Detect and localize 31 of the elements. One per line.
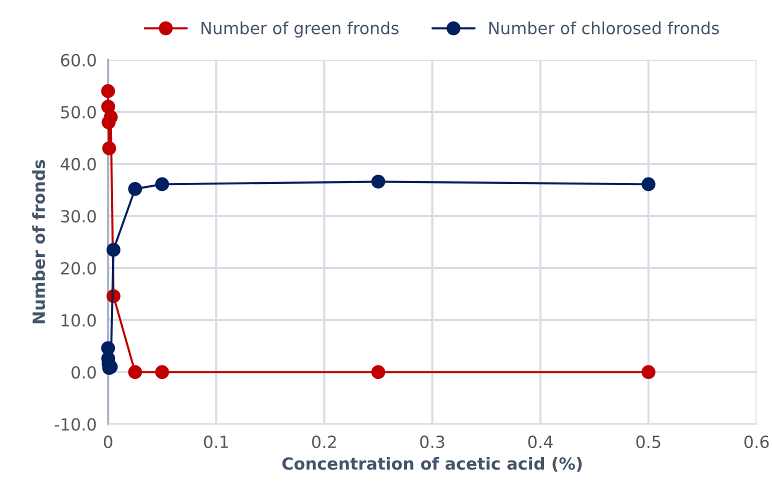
point [128,365,142,380]
y-tick-label: 40.0 [60,158,96,171]
point [642,365,656,380]
point [102,141,116,156]
y-axis-title: Number of fronds [32,160,46,324]
legend-label: Number of chlorosed fronds [489,21,719,34]
point [371,174,386,189]
point [106,242,120,257]
y-tick-label: 20.0 [61,262,96,275]
x-tick-label: 0.4 [528,436,553,448]
point [642,177,656,192]
y-tick-label: 0.0 [72,366,96,379]
x-tick-label: 0.3 [420,436,444,448]
x-tick-label: 0.2 [312,436,336,448]
x-axis-title: Concentration of acetic acid (%) [282,456,582,472]
y-tick-label: 50.0 [61,106,96,118]
point [155,177,170,192]
x-tick-label: 0.5 [636,436,660,448]
point [101,84,116,98]
point [371,365,386,380]
x-tick-label: 0.6 [744,436,769,448]
y-tick-label: 10.0 [62,314,96,327]
y-tick-label: 60.0 [61,54,96,66]
y-tick-label: -10.0 [54,418,96,431]
x-tick-label: 0 [104,436,112,448]
legend-label: Number of green fronds [202,21,399,38]
point [155,365,170,380]
point [128,182,142,196]
y-tick-label: 30.0 [61,210,96,223]
x-tick-label: 0.1 [204,436,228,448]
point [104,110,118,124]
